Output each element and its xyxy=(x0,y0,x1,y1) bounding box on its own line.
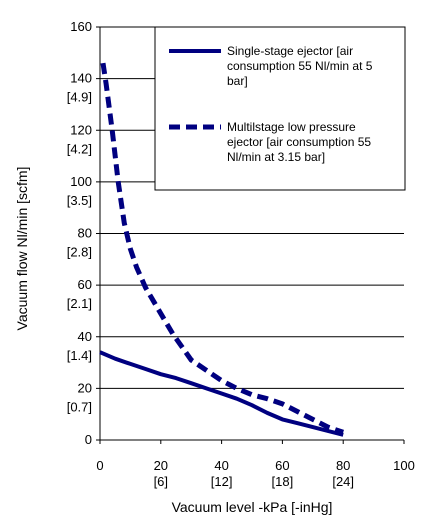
y-tick-label: 0 xyxy=(85,432,92,447)
y-axis-title: Vacuum flow Nl/min [scfm] xyxy=(14,167,30,331)
legend: Single-stage ejector [air consumption 55 … xyxy=(154,26,406,191)
x-tick-label: 100 xyxy=(393,458,415,473)
y-tick-label: 60 xyxy=(78,277,92,292)
y-tick-label: 80 xyxy=(78,226,92,241)
y-tick-label-secondary: [4.2] xyxy=(67,141,92,156)
y-tick-label-secondary: [3.5] xyxy=(67,193,92,208)
legend-label-1: Single-stage ejector [air consumption 55 … xyxy=(227,44,373,88)
y-tick-label-secondary: [2.1] xyxy=(67,296,92,311)
y-tick-label-secondary: [2.8] xyxy=(67,245,92,260)
multistage-ejector-line xyxy=(100,62,345,435)
y-tick-label-secondary: [4.9] xyxy=(67,90,92,105)
x-tick-label-secondary: [6] xyxy=(154,474,168,489)
axes xyxy=(96,26,405,444)
x-axis-title: Vacuum level -kPa [-inHg] xyxy=(172,499,333,515)
y-tick-label: 160 xyxy=(70,19,92,34)
y-tick-label: 20 xyxy=(78,380,92,395)
x-tick-label: 40 xyxy=(214,458,228,473)
y-tick-label-secondary: [0.7] xyxy=(67,399,92,414)
x-tick-label: 20 xyxy=(154,458,168,473)
x-tick-label-secondary: [18] xyxy=(272,474,294,489)
y-tick-label: 140 xyxy=(70,71,92,86)
single-stage-ejector-line xyxy=(99,350,344,437)
y-tick-label: 40 xyxy=(78,329,92,344)
x-tick-label-secondary: [12] xyxy=(211,474,233,489)
x-tick-label: 0 xyxy=(96,458,103,473)
y-tick-label-secondary: [1.4] xyxy=(67,348,92,363)
legend-label-2: Multilstage low pressure ejector [air con… xyxy=(227,120,371,164)
tick-labels: 0 20 [0.7] 40 [1.4] 60 [2.1] 80 [2.8] 100 [3.5] 120… xyxy=(67,19,415,489)
series-lines xyxy=(99,62,345,437)
x-tick-label: 80 xyxy=(336,458,350,473)
y-tick-label: 120 xyxy=(70,122,92,137)
y-tick-label: 100 xyxy=(70,174,92,189)
x-tick-label: 60 xyxy=(275,458,289,473)
legend-box xyxy=(154,26,406,191)
x-tick-label-secondary: [24] xyxy=(332,474,354,489)
